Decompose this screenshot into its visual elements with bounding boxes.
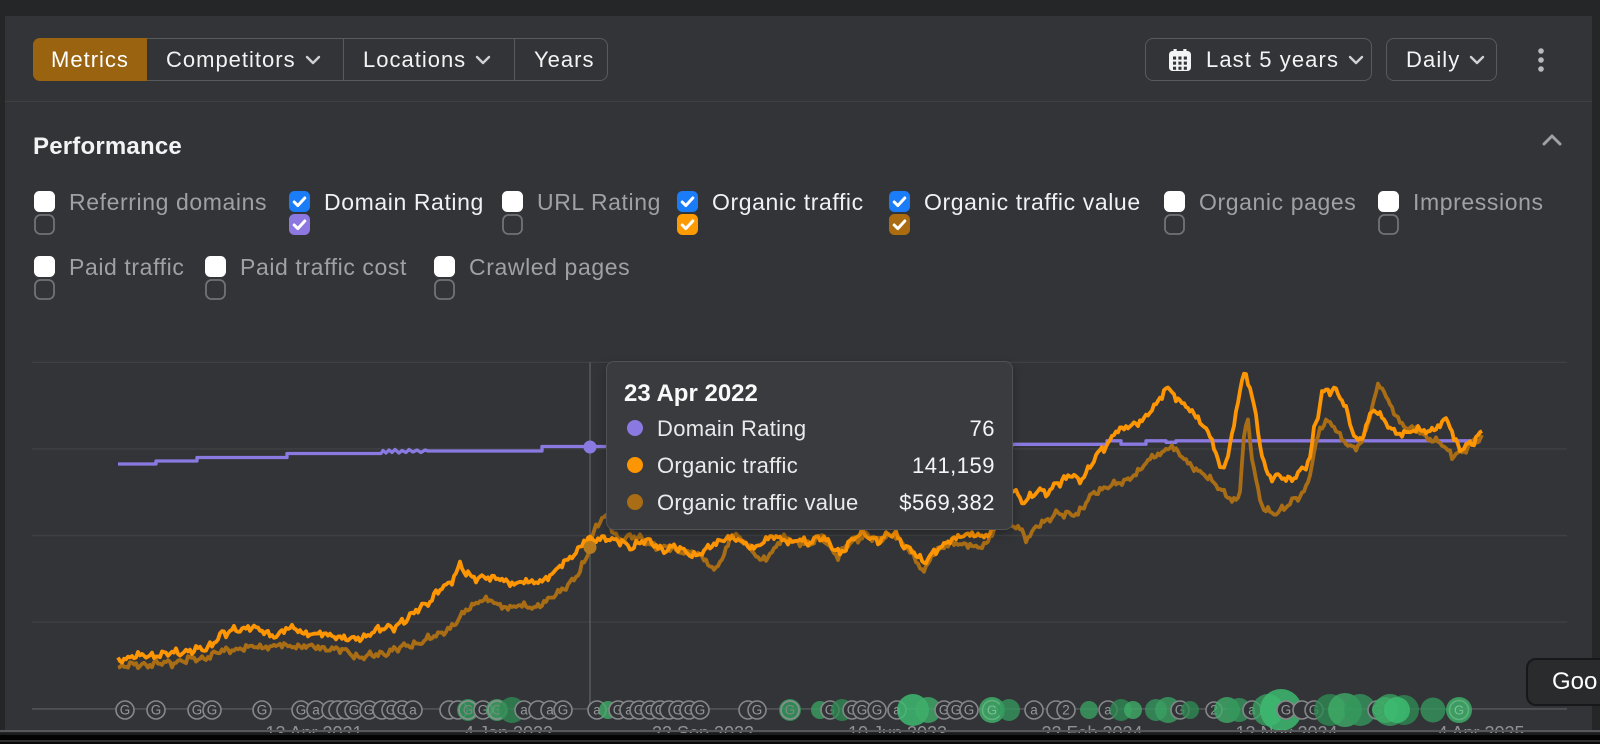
svg-text:G: G: [463, 703, 474, 718]
svg-text:G: G: [684, 703, 695, 718]
svg-text:G: G: [634, 703, 645, 718]
svg-text:G: G: [192, 703, 203, 718]
svg-text:G: G: [695, 703, 706, 718]
svg-text:G: G: [964, 703, 975, 718]
svg-text:G: G: [939, 703, 950, 718]
svg-text:G: G: [120, 703, 131, 718]
svg-text:a: a: [546, 703, 554, 718]
svg-text:G: G: [1281, 703, 1292, 718]
svg-text:G: G: [645, 703, 656, 718]
svg-text:G: G: [752, 703, 763, 718]
svg-text:G: G: [857, 703, 868, 718]
svg-text:G: G: [397, 703, 408, 718]
svg-text:G: G: [296, 703, 307, 718]
svg-text:a: a: [520, 703, 528, 718]
svg-text:a: a: [593, 703, 601, 718]
svg-text:G: G: [825, 703, 836, 718]
svg-text:a: a: [1030, 703, 1038, 718]
svg-text:G: G: [613, 703, 624, 718]
svg-text:G: G: [847, 703, 858, 718]
svg-text:G: G: [364, 703, 375, 718]
svg-text:G: G: [257, 703, 268, 718]
svg-text:G: G: [872, 703, 883, 718]
svg-text:G: G: [785, 703, 796, 718]
svg-text:a: a: [312, 703, 320, 718]
svg-text:G: G: [558, 703, 569, 718]
svg-text:G: G: [1454, 703, 1464, 718]
svg-text:a: a: [1104, 703, 1112, 718]
svg-text:G: G: [987, 703, 997, 718]
svg-text:G: G: [951, 703, 962, 718]
svg-text:2: 2: [1062, 703, 1070, 718]
svg-text:G: G: [349, 703, 360, 718]
svg-text:G: G: [386, 703, 397, 718]
svg-text:G: G: [207, 703, 218, 718]
svg-text:G: G: [478, 703, 489, 718]
svg-text:a: a: [409, 703, 417, 718]
svg-text:G: G: [492, 703, 503, 718]
svg-text:G: G: [1175, 703, 1186, 718]
svg-text:G: G: [151, 703, 162, 718]
svg-text:G: G: [673, 703, 684, 718]
